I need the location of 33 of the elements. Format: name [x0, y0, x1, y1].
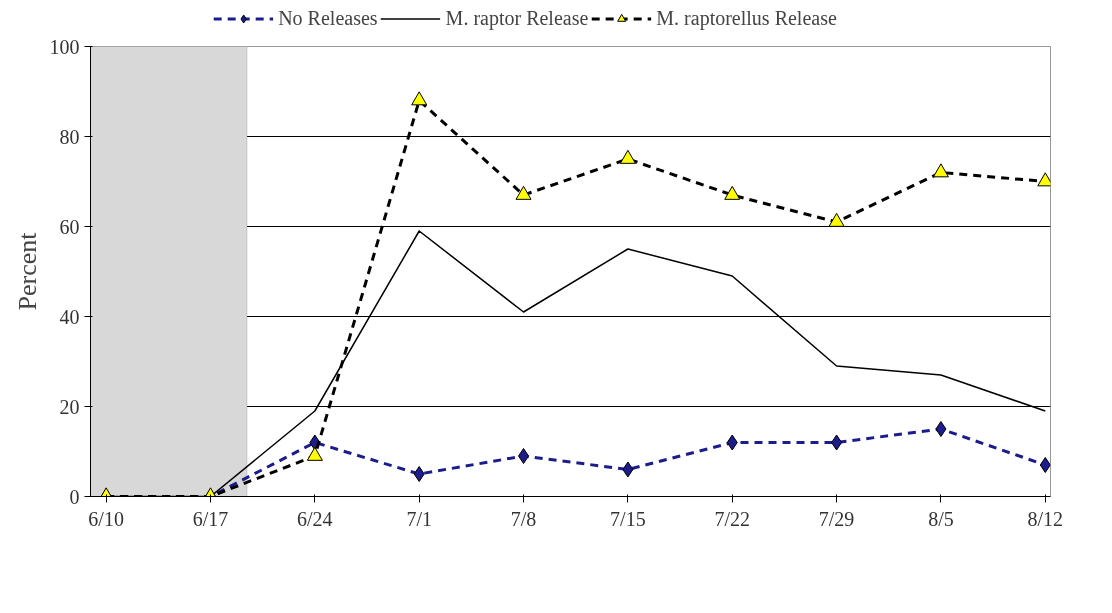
point [411, 91, 428, 106]
x-tick-label: 8/5 [928, 507, 954, 530]
point [518, 448, 530, 464]
point [932, 163, 949, 178]
point [619, 149, 636, 164]
y-tick-label: 80 [59, 125, 80, 148]
y-tick-label: 0 [69, 485, 80, 508]
y-tick-label: 40 [59, 305, 80, 328]
x-tick-label: 7/29 [818, 507, 855, 530]
x-tick-label: 7/1 [406, 507, 432, 530]
legend-label: M. raptorellus Release [656, 6, 837, 30]
x-tick-label: 6/17 [192, 507, 229, 530]
y-tick-label: 60 [59, 215, 80, 238]
point [515, 185, 532, 200]
x-tick-label: 8/12 [1027, 507, 1064, 530]
y-tick-label: 100 [49, 35, 80, 58]
point [935, 421, 947, 437]
y-tick-label: 20 [59, 395, 80, 418]
point [724, 185, 741, 200]
legend-label: No Releases [278, 6, 378, 30]
point [1039, 457, 1051, 473]
legend-label: M. raptor Release [445, 6, 589, 30]
x-tick-label: 7/22 [714, 507, 751, 530]
y-axis-title: Percent [12, 231, 42, 311]
x-tick-label: 7/8 [510, 507, 537, 530]
x-tick-label: 7/15 [610, 507, 646, 530]
x-tick-label: 6/10 [88, 507, 124, 530]
point [831, 434, 843, 451]
x-tick-label: 6/24 [297, 507, 333, 530]
point [726, 434, 738, 451]
point [622, 461, 634, 478]
point [828, 212, 845, 227]
point [413, 466, 425, 482]
